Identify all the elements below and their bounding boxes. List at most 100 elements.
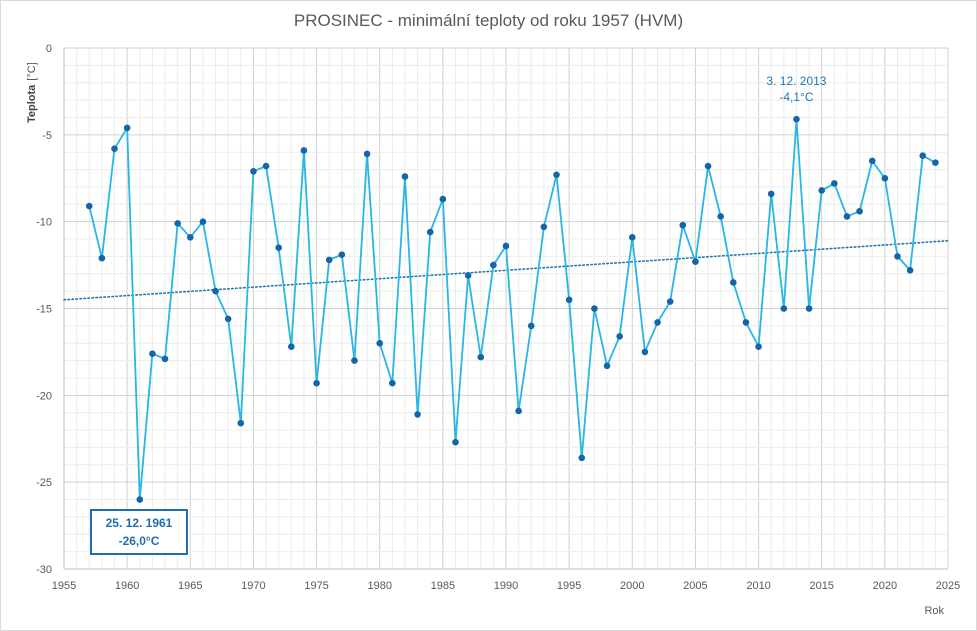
y-tick-label: -15	[36, 304, 52, 316]
data-point	[502, 242, 510, 250]
data-point	[351, 357, 358, 364]
data-point	[818, 187, 826, 194]
data-point	[464, 272, 472, 279]
y-tick-label: -5	[42, 130, 52, 142]
data-point	[262, 162, 270, 170]
data-point	[540, 223, 548, 231]
data-point	[338, 251, 346, 258]
x-tick-label: 2010	[746, 580, 770, 592]
data-point	[325, 256, 333, 264]
data-point	[439, 195, 447, 203]
series-line	[88, 118, 936, 501]
data-point	[363, 150, 371, 158]
data-point	[224, 315, 232, 323]
data-point	[628, 233, 636, 241]
x-tick-label: 1960	[115, 580, 139, 592]
data-point	[389, 379, 396, 387]
data-point	[85, 202, 93, 210]
data-point	[767, 190, 775, 198]
x-tick-label: 1975	[304, 580, 328, 592]
annotation-date: 3. 12. 2013	[766, 74, 826, 88]
data-point	[843, 213, 851, 220]
data-point	[111, 145, 118, 153]
data-point	[591, 305, 598, 312]
data-point	[932, 159, 939, 166]
x-tick-label: 2025	[936, 580, 960, 592]
annotation-date: 25. 12. 1961	[106, 516, 173, 530]
data-point	[174, 220, 181, 227]
data-point	[717, 213, 724, 220]
x-tick-label: 1965	[178, 580, 202, 592]
y-tick-label: -10	[36, 217, 52, 229]
x-tick-label: 1995	[557, 580, 581, 592]
annotation-value: -4,1°C	[779, 90, 813, 104]
data-point	[730, 279, 737, 286]
x-tick-label: 1970	[241, 580, 265, 592]
data-point	[565, 296, 573, 304]
y-tick-label: -30	[36, 564, 52, 576]
data-point	[515, 407, 522, 415]
data-point	[578, 454, 586, 462]
data-point	[426, 228, 434, 236]
x-tick-label: 2020	[873, 580, 897, 592]
axes: 1955 1960 1965 1970 1975 1980 1985 1990 1995 2000…	[26, 43, 960, 617]
data-point	[452, 438, 459, 446]
x-tick-label: 1990	[494, 580, 518, 592]
data-point	[780, 305, 788, 312]
data-point	[401, 173, 409, 180]
data-point	[212, 287, 219, 295]
x-tick-label: 2005	[683, 580, 707, 592]
y-tick-label: -25	[36, 477, 52, 489]
data-point	[288, 343, 295, 351]
annotation-box	[90, 509, 188, 555]
y-tick-label: -20	[36, 390, 52, 402]
data-point	[793, 115, 800, 123]
data-point	[603, 362, 611, 370]
data-point	[300, 147, 308, 154]
data-point	[805, 305, 813, 312]
data-point	[692, 258, 699, 265]
data-point	[906, 266, 914, 274]
data-point	[742, 319, 750, 326]
data-point	[313, 379, 320, 387]
data-point	[199, 218, 207, 225]
x-tick-label: 2000	[620, 580, 644, 592]
data-point	[679, 221, 687, 229]
chart-title: PROSINEC - minimální teploty od roku 195…	[293, 11, 684, 30]
data-point	[831, 180, 838, 187]
x-tick-label: 2015	[809, 580, 833, 592]
data-point	[275, 244, 282, 252]
data-point	[919, 152, 927, 159]
data-point	[868, 157, 876, 165]
data-point	[98, 254, 106, 262]
x-axis-label: Rok	[924, 605, 944, 617]
annotations-group: 3. 12. 2013 -4,1°C 25. 12. 1961 -26,0°C	[90, 74, 827, 555]
grid	[63, 47, 949, 570]
y-axis-unit: [°C]	[26, 62, 38, 80]
data-point	[856, 207, 863, 215]
y-axis-label: Teplota	[26, 84, 38, 123]
trendline-group	[63, 239, 949, 301]
data-point	[149, 350, 156, 357]
data-point	[527, 322, 535, 330]
data-point	[654, 319, 661, 326]
data-point	[490, 261, 497, 269]
data-point	[755, 343, 762, 351]
data-point	[553, 171, 560, 179]
data-point	[123, 124, 131, 132]
data-point	[641, 348, 649, 356]
trendline	[63, 239, 949, 301]
x-tick-label: 1980	[367, 580, 391, 592]
data-point	[250, 168, 257, 175]
data-point	[894, 253, 901, 260]
data-point	[237, 419, 245, 427]
data-point	[881, 174, 889, 182]
data-point	[414, 411, 421, 418]
data-point	[704, 162, 712, 170]
data-point	[616, 332, 623, 340]
data-point	[186, 233, 194, 241]
data-point	[376, 339, 384, 347]
y-tick-label: 0	[46, 43, 52, 55]
x-tick-label: 1985	[431, 580, 455, 592]
